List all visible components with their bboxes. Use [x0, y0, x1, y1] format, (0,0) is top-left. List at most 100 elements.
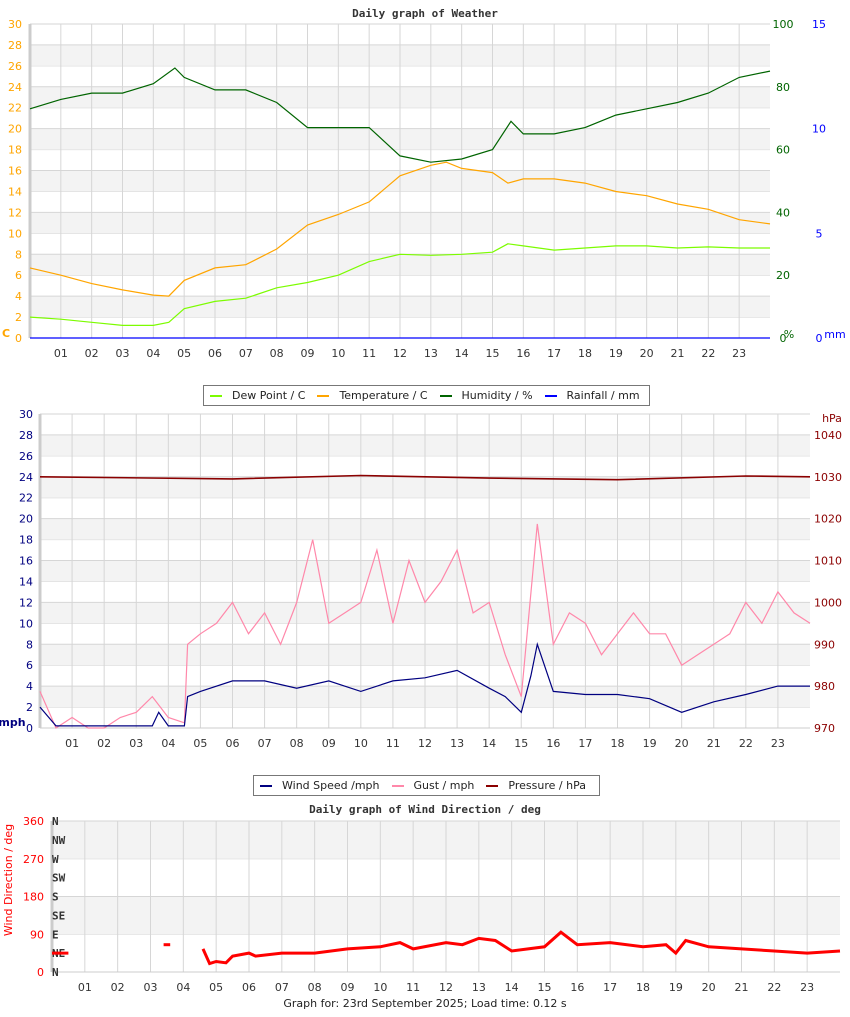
legend-label: Gust / mph — [413, 779, 475, 792]
legend-item-wind-speed: Wind Speed /mph — [260, 779, 380, 792]
y-tick-label: 0 — [26, 722, 33, 735]
x-tick-label: 17 — [547, 347, 561, 360]
chart-title-weather: Daily graph of Weather — [352, 7, 498, 20]
series-line-pressure — [39, 474, 811, 481]
legend-item-rainfall: Rainfall / mm — [544, 389, 640, 402]
x-tick-label: 22 — [701, 347, 715, 360]
y-tick-label: 60 — [776, 144, 790, 157]
x-tick-label: 06 — [226, 737, 240, 750]
x-tick-label: 18 — [578, 347, 592, 360]
y-axis-label-mph: mph — [0, 716, 26, 729]
x-tick-label: 22 — [739, 737, 753, 750]
legend-item-dewpoint: Dew Point / C — [210, 389, 305, 402]
x-tick-label: 12 — [439, 981, 453, 994]
y-axis-label-humidity: % — [784, 328, 794, 341]
y-tick-label: 22 — [8, 102, 22, 115]
y-tick-label: 16 — [19, 555, 33, 568]
y-tick-label: 18 — [8, 144, 22, 157]
compass-label: N — [52, 966, 59, 979]
y-tick-label: 0 — [15, 332, 22, 345]
y-tick-label: 90 — [30, 928, 44, 941]
x-tick-label: 16 — [546, 737, 560, 750]
y-tick-label: 24 — [19, 471, 33, 484]
y-tick-label: 2 — [15, 311, 22, 324]
x-tick-label: 12 — [393, 347, 407, 360]
legend-weather: Dew Point / C Temperature / C Humidity /… — [203, 385, 650, 406]
x-tick-label: 19 — [643, 737, 657, 750]
x-tick-label: 17 — [578, 737, 592, 750]
x-tick-label: 02 — [85, 347, 99, 360]
x-tick-label: 21 — [735, 981, 749, 994]
x-tick-label: 09 — [322, 737, 336, 750]
x-tick-label: 01 — [65, 737, 79, 750]
x-tick-label: 11 — [362, 347, 376, 360]
x-tick-label: 23 — [800, 981, 814, 994]
x-tick-label: 13 — [424, 347, 438, 360]
x-tick-label: 03 — [129, 737, 143, 750]
y-tick-label: 40 — [776, 206, 790, 219]
x-tick-label: 04 — [146, 347, 160, 360]
x-tick-label: 20 — [702, 981, 716, 994]
x-tick-label: 01 — [78, 981, 92, 994]
y-tick-label: 0 — [780, 332, 787, 345]
y-tick-label: 1040 — [814, 429, 842, 442]
y-tick-label: 6 — [15, 269, 22, 282]
y-tick-label: 12 — [8, 206, 22, 219]
y-tick-label: 20 — [8, 123, 22, 136]
y-axis-label-left: C — [2, 327, 10, 340]
y-tick-label: 970 — [814, 722, 835, 735]
y-tick-label: 24 — [8, 81, 22, 94]
chart-title-wind-direction: Daily graph of Wind Direction / deg — [309, 803, 541, 816]
x-tick-label: 18 — [636, 981, 650, 994]
x-tick-label: 07 — [275, 981, 289, 994]
legend-label: Humidity / % — [461, 389, 533, 402]
x-tick-label: 05 — [193, 737, 207, 750]
x-tick-label: 23 — [771, 737, 785, 750]
series-line-dew — [29, 243, 770, 326]
x-tick-label: 21 — [707, 737, 721, 750]
x-tick-label: 04 — [161, 737, 175, 750]
x-tick-label: 14 — [482, 737, 496, 750]
y-tick-label: 1020 — [814, 513, 842, 526]
y-tick-label: 270 — [23, 853, 44, 866]
y-tick-label: 10 — [812, 123, 826, 136]
x-tick-label: 11 — [386, 737, 400, 750]
y-axis-label-wind-direction: Wind Direction / deg — [2, 824, 15, 936]
x-tick-label: 15 — [486, 347, 500, 360]
y-axis-label-rainfall: mm — [824, 328, 845, 341]
y-tick-label: 8 — [15, 248, 22, 261]
compass-label: E — [52, 928, 59, 941]
x-tick-label: 02 — [97, 737, 111, 750]
legend-label: Temperature / C — [339, 389, 428, 402]
y-tick-label: 28 — [19, 429, 33, 442]
y-tick-label: 5 — [816, 227, 823, 240]
legend-label: Pressure / hPa — [508, 779, 586, 792]
x-tick-label: 08 — [308, 981, 322, 994]
y-tick-label: 100 — [773, 18, 794, 31]
series-line-gust — [39, 523, 811, 729]
x-tick-label: 08 — [270, 347, 284, 360]
y-tick-label: 1030 — [814, 471, 842, 484]
y-tick-label: 22 — [19, 492, 33, 505]
y-tick-label: 4 — [26, 680, 33, 693]
x-tick-label: 19 — [669, 981, 683, 994]
y-tick-label: 16 — [8, 165, 22, 178]
x-tick-label: 09 — [301, 347, 315, 360]
x-tick-label: 10 — [354, 737, 368, 750]
x-tick-label: 05 — [177, 347, 191, 360]
y-tick-label: 20 — [776, 269, 790, 282]
x-tick-label: 08 — [290, 737, 304, 750]
y-tick-label: 14 — [19, 575, 33, 588]
legend-label: Rainfall / mm — [566, 389, 640, 402]
y-axis-label-hpa: hPa — [822, 412, 842, 425]
x-tick-label: 16 — [516, 347, 530, 360]
y-tick-label: 14 — [8, 185, 22, 198]
compass-label: N — [52, 815, 59, 828]
x-tick-label: 22 — [767, 981, 781, 994]
y-tick-label: 360 — [23, 815, 44, 828]
y-tick-label: 0 — [37, 966, 44, 979]
legend-item-humidity: Humidity / % — [439, 389, 533, 402]
y-tick-label: 10 — [19, 617, 33, 630]
x-tick-label: 13 — [450, 737, 464, 750]
x-tick-label: 17 — [603, 981, 617, 994]
